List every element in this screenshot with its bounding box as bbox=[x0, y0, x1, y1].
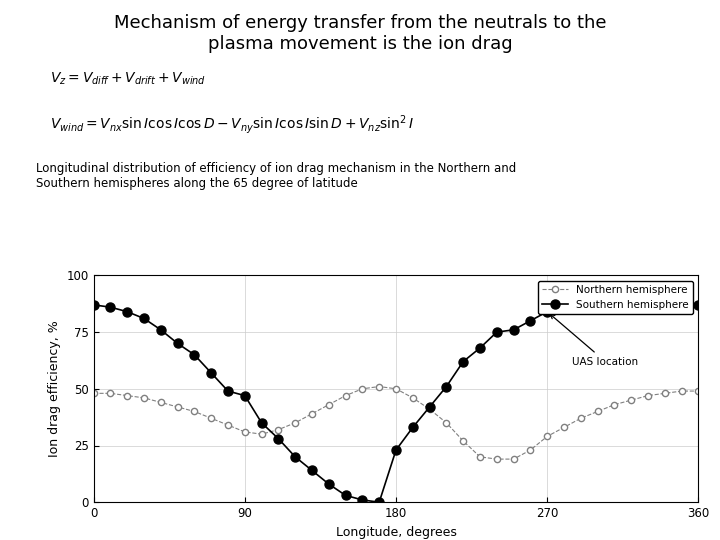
Northern hemisphere bbox=[694, 388, 703, 394]
Southern hemisphere bbox=[341, 492, 350, 498]
X-axis label: Longitude, degrees: Longitude, degrees bbox=[336, 525, 456, 538]
Southern hemisphere bbox=[156, 327, 165, 333]
Northern hemisphere bbox=[307, 410, 316, 417]
Northern hemisphere bbox=[610, 401, 618, 408]
Northern hemisphere bbox=[660, 390, 669, 396]
Northern hemisphere bbox=[291, 420, 300, 426]
Line: Northern hemisphere: Northern hemisphere bbox=[91, 383, 701, 462]
Northern hemisphere bbox=[358, 386, 366, 392]
Northern hemisphere bbox=[543, 433, 552, 440]
Southern hemisphere bbox=[660, 299, 669, 306]
Southern hemisphere bbox=[610, 293, 618, 299]
Text: $V_{wind} = V_{nx}\sin I\cos I\cos D - V_{ny}\sin I\cos I\sin D + V_{nz}\sin^2 I: $V_{wind} = V_{nx}\sin I\cos I\cos D - V… bbox=[50, 113, 415, 136]
Northern hemisphere bbox=[207, 415, 215, 422]
Southern hemisphere bbox=[140, 315, 148, 322]
Northern hemisphere bbox=[257, 431, 266, 437]
Northern hemisphere bbox=[526, 447, 535, 453]
Northern hemisphere bbox=[325, 401, 333, 408]
Y-axis label: Ion drag efficiency, %: Ion drag efficiency, % bbox=[48, 320, 61, 457]
Southern hemisphere bbox=[644, 299, 652, 306]
Northern hemisphere bbox=[492, 456, 501, 462]
Northern hemisphere bbox=[459, 438, 467, 444]
Southern hemisphere bbox=[240, 393, 249, 399]
Text: UAS location: UAS location bbox=[550, 314, 639, 367]
Southern hemisphere bbox=[392, 447, 400, 453]
Southern hemisphere bbox=[307, 467, 316, 474]
Southern hemisphere bbox=[325, 481, 333, 487]
Southern hemisphere bbox=[291, 454, 300, 460]
Northern hemisphere bbox=[678, 388, 686, 394]
Northern hemisphere bbox=[559, 424, 568, 430]
Southern hemisphere bbox=[543, 308, 552, 315]
Southern hemisphere bbox=[476, 345, 485, 351]
Southern hemisphere bbox=[207, 370, 215, 376]
Northern hemisphere bbox=[240, 429, 249, 435]
Northern hemisphere bbox=[408, 395, 417, 401]
Northern hemisphere bbox=[341, 393, 350, 399]
Northern hemisphere bbox=[123, 393, 132, 399]
Northern hemisphere bbox=[224, 422, 233, 428]
Southern hemisphere bbox=[358, 497, 366, 503]
Southern hemisphere bbox=[123, 308, 132, 315]
Line: Southern hemisphere: Southern hemisphere bbox=[89, 291, 703, 507]
Northern hemisphere bbox=[627, 397, 636, 403]
Southern hemisphere bbox=[190, 352, 199, 358]
Northern hemisphere bbox=[577, 415, 585, 422]
Northern hemisphere bbox=[274, 427, 283, 433]
Southern hemisphere bbox=[174, 340, 182, 347]
Southern hemisphere bbox=[509, 327, 518, 333]
Southern hemisphere bbox=[375, 499, 384, 505]
Southern hemisphere bbox=[526, 318, 535, 324]
Southern hemisphere bbox=[442, 383, 451, 390]
Southern hemisphere bbox=[274, 435, 283, 442]
Northern hemisphere bbox=[392, 386, 400, 392]
Southern hemisphere bbox=[559, 299, 568, 306]
Southern hemisphere bbox=[678, 302, 686, 308]
Southern hemisphere bbox=[89, 302, 98, 308]
Legend: Northern hemisphere, Southern hemisphere: Northern hemisphere, Southern hemisphere bbox=[538, 281, 693, 314]
Southern hemisphere bbox=[694, 302, 703, 308]
Northern hemisphere bbox=[442, 420, 451, 426]
Southern hemisphere bbox=[257, 420, 266, 426]
Northern hemisphere bbox=[644, 393, 652, 399]
Northern hemisphere bbox=[593, 408, 602, 415]
Northern hemisphere bbox=[509, 456, 518, 462]
Southern hemisphere bbox=[106, 304, 114, 310]
Northern hemisphere bbox=[174, 404, 182, 410]
Northern hemisphere bbox=[426, 406, 434, 413]
Northern hemisphere bbox=[375, 383, 384, 390]
Southern hemisphere bbox=[593, 293, 602, 299]
Southern hemisphere bbox=[577, 295, 585, 301]
Text: Longitudinal distribution of efficiency of ion drag mechanism in the Northern an: Longitudinal distribution of efficiency … bbox=[36, 162, 516, 190]
Text: Mechanism of energy transfer from the neutrals to the: Mechanism of energy transfer from the ne… bbox=[114, 14, 606, 31]
Southern hemisphere bbox=[492, 329, 501, 335]
Northern hemisphere bbox=[106, 390, 114, 396]
Northern hemisphere bbox=[190, 408, 199, 415]
Southern hemisphere bbox=[426, 404, 434, 410]
Text: $V_z = V_{diff} + V_{drift} + V_{wind}$: $V_z = V_{diff} + V_{drift} + V_{wind}$ bbox=[50, 70, 207, 86]
Text: plasma movement is the ion drag: plasma movement is the ion drag bbox=[207, 35, 513, 53]
Northern hemisphere bbox=[89, 390, 98, 396]
Southern hemisphere bbox=[408, 424, 417, 430]
Southern hemisphere bbox=[224, 388, 233, 394]
Southern hemisphere bbox=[459, 359, 467, 365]
Northern hemisphere bbox=[156, 399, 165, 406]
Northern hemisphere bbox=[476, 454, 485, 460]
Northern hemisphere bbox=[140, 395, 148, 401]
Southern hemisphere bbox=[627, 297, 636, 303]
